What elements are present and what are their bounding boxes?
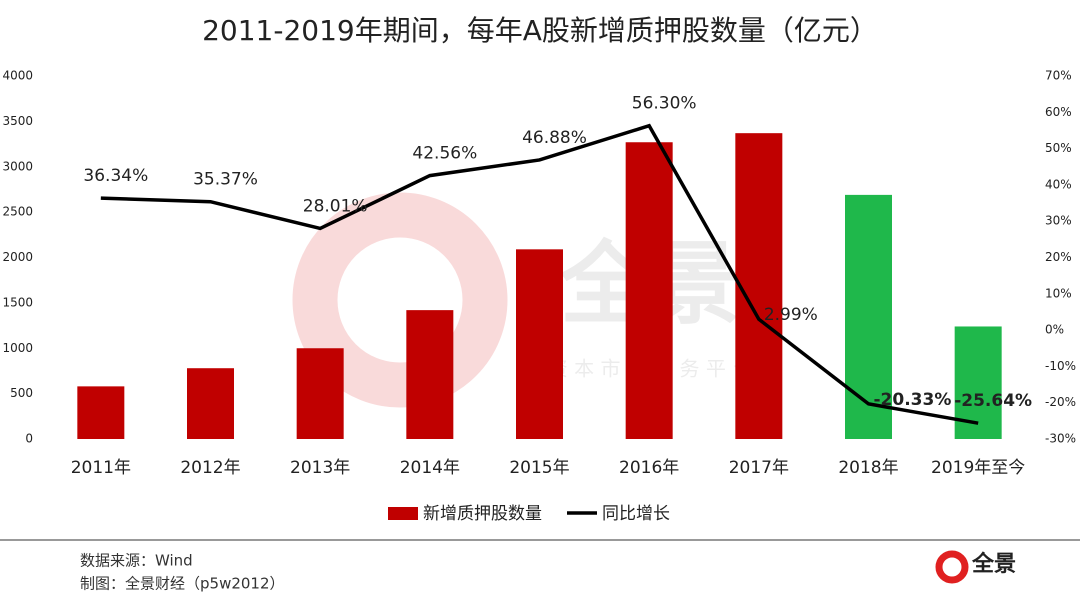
brand: 全景 [971, 551, 1016, 577]
y-tick-label: 2000 [2, 250, 33, 264]
data-label: 28.01% [303, 196, 368, 216]
y-tick-label: 3000 [2, 159, 33, 173]
legend-label: 同比增长 [602, 504, 670, 524]
y2-tick-label: 0% [1045, 323, 1064, 337]
y2-tick-label: 50% [1045, 141, 1072, 155]
y-tick-label: 0 [25, 432, 33, 446]
bar [296, 348, 344, 439]
bar [735, 133, 783, 440]
y2-tick-label: -10% [1045, 359, 1076, 373]
y2-tick-label: -20% [1045, 395, 1076, 409]
bar [187, 368, 234, 439]
y-tick-label: 1000 [2, 341, 33, 355]
x-tick-label: 2018年 [838, 458, 898, 478]
y-tick-label: 3500 [2, 114, 33, 128]
data-label: 35.37% [193, 170, 258, 190]
x-tick-label: 2012年 [180, 458, 240, 478]
credit: 制图：全景财经（p5w2012） [80, 575, 285, 593]
x-tick-label: 2013年 [290, 458, 350, 478]
bar [625, 142, 673, 439]
bar [516, 249, 563, 439]
data-label: 56.30% [632, 94, 697, 114]
x-tick-label: 2015年 [509, 458, 569, 478]
brand-icon [935, 550, 969, 584]
x-tick-label: 2017年 [729, 458, 789, 478]
y2-tick-label: 20% [1045, 250, 1072, 264]
data-label: -20.33% [874, 390, 952, 410]
y-tick-label: 1500 [2, 295, 33, 309]
data-label: 42.56% [412, 144, 477, 164]
legend-label: 新增质押股数量 [423, 504, 542, 524]
y2-tick-label: 10% [1045, 286, 1072, 300]
bar [77, 386, 125, 439]
x-tick-label: 2011年 [71, 458, 131, 478]
x-tick-label: 2019年至今 [931, 458, 1025, 478]
y2-tick-label: 70% [1045, 69, 1072, 83]
data-label: -25.64% [954, 391, 1032, 411]
x-tick-label: 2014年 [400, 458, 460, 478]
x-tick-label: 2016年 [619, 458, 679, 478]
y2-tick-label: 40% [1045, 177, 1072, 191]
y-tick-label: 4000 [2, 69, 33, 83]
y-tick-label: 500 [10, 386, 33, 400]
y2-tick-label: -30% [1045, 432, 1076, 446]
line [100, 123, 979, 425]
y2-tick-label: 60% [1045, 105, 1072, 119]
chart-title: 2011-2019年期间，每年A股新增质押股数量（亿元） [202, 14, 878, 47]
watermark-ring [292, 192, 508, 408]
y-tick-label: 2500 [2, 205, 33, 219]
source: 数据来源：Wind [80, 552, 193, 570]
legend-swatch [388, 507, 418, 520]
bar [406, 310, 454, 439]
data-label: 46.88% [522, 128, 587, 148]
bar [845, 194, 892, 439]
y2-tick-label: 30% [1045, 214, 1072, 228]
data-label: 36.34% [83, 166, 148, 186]
data-label: 2.99% [764, 305, 818, 325]
